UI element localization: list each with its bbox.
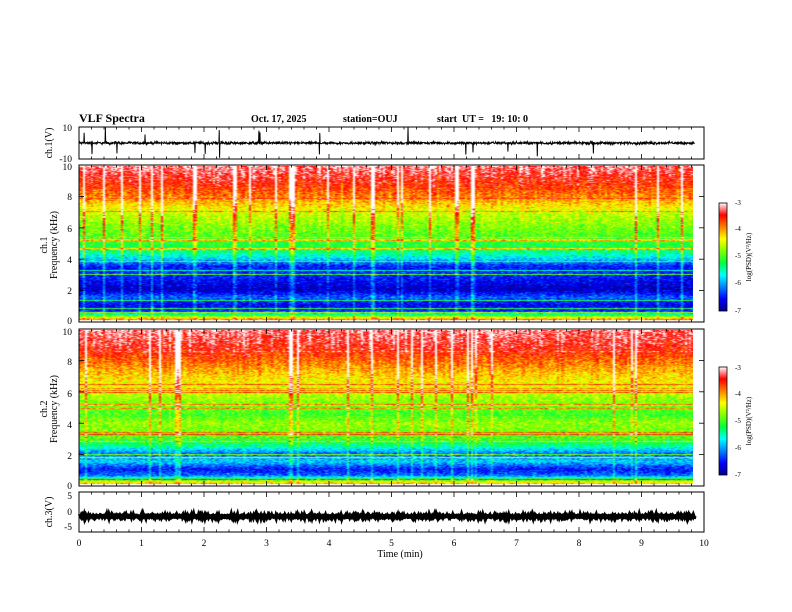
ch1-ylabel: ch.1(V) — [44, 128, 55, 159]
ch3-waveform-trace — [77, 507, 697, 526]
x-tick-label: 1 — [139, 539, 144, 549]
x-tick-label: 2 — [202, 539, 207, 549]
ch1-cb-tick-m6: -6 — [735, 279, 741, 287]
ch2-spec-ytick-4: 4 — [67, 421, 72, 431]
ch1-spectrogram-panel: 0 2 4 6 8 10 ch.1 Frequency (kHz) -3 -4 … — [39, 163, 753, 327]
ch1-spec-ytick-2: 2 — [67, 287, 72, 297]
x-tick-label: 0 — [77, 539, 82, 549]
ch2-spec-ytick-8: 8 — [67, 358, 72, 368]
ch2-spec-ylabel-channel: ch.2 — [39, 401, 50, 418]
ch2-spec-ticks — [78, 328, 705, 487]
ch1-spec-ylabel-frequency: Frequency (kHz) — [49, 211, 60, 279]
ch1-colorbar: -3 -4 -5 -6 -7 log(PSD)(V²/Hz) — [718, 199, 753, 315]
ch1-x-ticks — [78, 127, 705, 159]
ch2-spec-ytick-6: 6 — [67, 390, 72, 400]
figure-title: VLF Spectra — [79, 111, 145, 125]
x-tick-label: 9 — [639, 539, 644, 549]
ch3-ytick-top: 5 — [67, 492, 72, 502]
ch1-spec-ytick-0: 0 — [67, 317, 72, 327]
x-tick-label: 4 — [327, 539, 332, 549]
ch3-x-ticks — [78, 492, 705, 532]
ch1-spec-ticks — [78, 164, 705, 323]
ch2-spectrogram-panel: 0 2 4 6 8 10 ch.2 Frequency (kHz) -3 -4 … — [39, 328, 753, 492]
ch2-spec-ytick-0: 0 — [67, 482, 72, 492]
ch2-spec-yticklabels: 0 2 4 6 8 10 — [63, 328, 73, 492]
x-axis-tick-labels: 0 1 2 3 4 5 6 7 8 9 10 — [77, 539, 709, 549]
ch2-colorbar-scale — [719, 367, 727, 475]
x-tick-label: 5 — [389, 539, 394, 549]
date-label: Oct. 17, 2025 — [251, 114, 307, 125]
ch1-cb-tick-m3: -3 — [735, 199, 741, 207]
ch1-ytick-bottom: -10 — [59, 155, 72, 165]
ch2-cb-tick-m7: -7 — [735, 471, 741, 479]
ch2-spec-ytick-10: 10 — [63, 328, 73, 338]
ch2-cb-tick-m4: -4 — [735, 390, 741, 398]
ch2-spec-ylabel-frequency: Frequency (kHz) — [49, 375, 60, 443]
ch2-cb-tick-m6: -6 — [735, 444, 741, 452]
ch1-cb-tick-m4: -4 — [735, 225, 741, 233]
ch2-colorbar-label: log(PSD)(V²/Hz) — [745, 396, 753, 445]
ch1-ytick-top: 10 — [63, 124, 73, 134]
ch1-colorbar-label: log(PSD)(V²/Hz) — [745, 232, 753, 281]
ch1-colorbar-scale — [719, 203, 727, 311]
start-time-label: start UT = 19: 10: 0 — [437, 114, 528, 125]
x-tick-label: 3 — [264, 539, 269, 549]
ch2-cb-tick-m3: -3 — [735, 364, 741, 372]
ch3-waveform-panel: 5 0 -5 ch.3(V) — [44, 491, 705, 533]
station-label: station=OUJ — [343, 114, 398, 125]
ch3-ytick-zero: 0 — [67, 508, 72, 518]
ch2-colorbar: -3 -4 -5 -6 -7 log(PSD)(V²/Hz) — [718, 364, 753, 479]
ch1-spec-yticklabels: 0 2 4 6 8 10 — [63, 163, 73, 327]
ch3-ytick-bottom: -5 — [64, 523, 72, 533]
ch1-spec-ytick-4: 4 — [67, 256, 72, 266]
ch1-cb-tick-m5: -5 — [735, 252, 741, 260]
ch1-waveform-trace — [78, 127, 695, 158]
ch1-cb-tick-m7: -7 — [735, 307, 741, 315]
ch2-cb-tick-m5: -5 — [735, 417, 741, 425]
x-tick-label: 7 — [514, 539, 519, 549]
ch2-spectrogram-heatmap — [79, 330, 693, 485]
ch1-spectrogram-heatmap — [79, 166, 693, 321]
ch1-spec-ytick-8: 8 — [67, 193, 72, 203]
ch1-spec-ytick-10: 10 — [63, 163, 73, 173]
ch2-spec-ytick-2: 2 — [67, 452, 72, 462]
x-axis-label: Time (min) — [377, 549, 422, 560]
x-tick-label: 10 — [699, 539, 709, 549]
ch3-ylabel: ch.3(V) — [44, 497, 55, 528]
ch1-spec-ytick-6: 6 — [67, 225, 72, 235]
x-tick-label: 8 — [577, 539, 582, 549]
ch1-spec-ylabel-channel: ch.1 — [39, 237, 50, 254]
ch1-waveform-panel: 10 -10 ch.1(V) — [44, 124, 705, 165]
x-tick-label: 6 — [452, 539, 457, 549]
